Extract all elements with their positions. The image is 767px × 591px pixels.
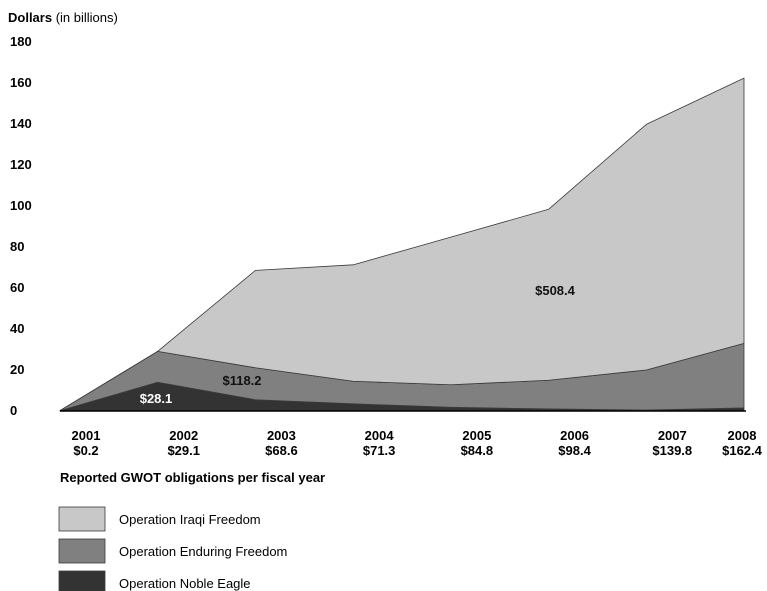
x-tick-total: $29.1	[167, 443, 200, 458]
x-axis-label: Reported GWOT obligations per fiscal yea…	[60, 470, 325, 485]
x-tick-total: $0.2	[73, 443, 98, 458]
x-tick-total: $162.4	[722, 443, 763, 458]
legend: Operation Iraqi Freedom Operation Endurin…	[58, 506, 287, 591]
x-tick-total: $84.8	[461, 443, 494, 458]
area-total-label: $508.4	[535, 283, 576, 298]
x-tick-year: 2005	[462, 428, 491, 443]
y-tick-label: 180	[10, 34, 32, 49]
x-tick-labels: 2001$0.22002$29.12003$68.62004$71.32005$…	[72, 428, 763, 458]
x-tick-total: $68.6	[265, 443, 298, 458]
y-axis-label-units: (in billions)	[52, 10, 118, 25]
y-tick-label: 160	[10, 75, 32, 90]
stacked-areas	[59, 77, 745, 412]
y-tick-label: 0	[10, 403, 17, 418]
y-axis-label: Dollars (in billions)	[8, 10, 118, 25]
legend-swatch	[58, 570, 106, 591]
x-tick-year: 2001	[72, 428, 101, 443]
x-tick-total: $71.3	[363, 443, 396, 458]
y-tick-label: 80	[10, 239, 24, 254]
x-tick-year: 2002	[169, 428, 198, 443]
y-tick-label: 20	[10, 362, 24, 377]
y-tick-label: 120	[10, 157, 32, 172]
y-tick-label: 100	[10, 198, 32, 213]
y-tick-label: 40	[10, 321, 24, 336]
y-tick-label: 60	[10, 280, 24, 295]
area-operation-iraqi-freedom	[59, 77, 745, 411]
legend-label: Operation Noble Eagle	[119, 576, 251, 591]
area-total-label: $28.1	[140, 391, 173, 406]
legend-label: Operation Iraqi Freedom	[119, 512, 261, 527]
x-tick-total: $98.4	[558, 443, 591, 458]
legend-swatch	[58, 538, 106, 564]
x-tick-year: 2004	[365, 428, 395, 443]
y-tick-label: 140	[10, 116, 32, 131]
y-axis-label-main: Dollars	[8, 10, 52, 25]
series-total-labels: $28.1 $118.2 $508.4	[140, 283, 576, 406]
x-tick-year: 2003	[267, 428, 296, 443]
legend-swatch	[58, 506, 106, 532]
x-tick-year: 2008	[728, 428, 757, 443]
legend-label: Operation Enduring Freedom	[119, 544, 287, 559]
x-tick-year: 2006	[560, 428, 589, 443]
area-total-label: $118.2	[222, 373, 261, 388]
x-tick-year: 2007	[658, 428, 687, 443]
x-tick-total: $139.8	[652, 443, 692, 458]
y-tick-labels: 0 20 40 60 80 100 120 140 160 180	[10, 34, 32, 418]
